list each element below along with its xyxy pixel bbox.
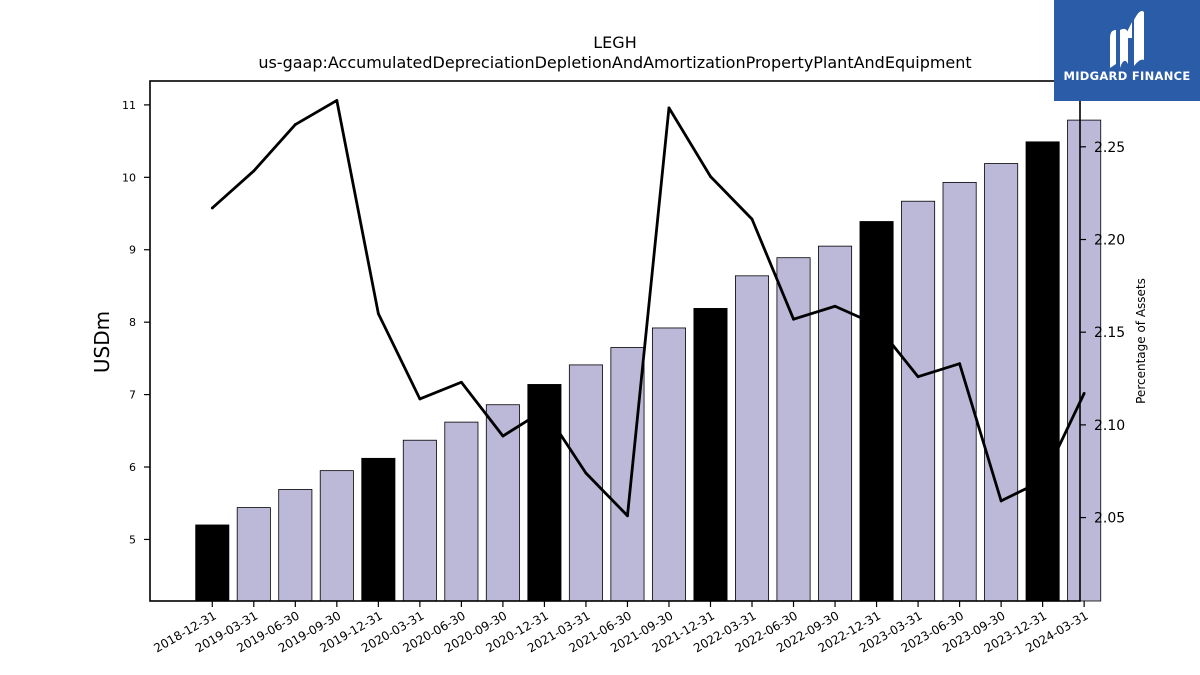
y-tick-label: 8 (129, 316, 136, 329)
line-point (293, 123, 297, 126)
bar (278, 489, 313, 602)
line-point (792, 317, 795, 321)
bar (236, 507, 271, 602)
bar (984, 163, 1019, 602)
line-point (916, 375, 920, 379)
bar (361, 457, 396, 602)
y-tick-label: 10 (122, 171, 136, 184)
y2-tick-label: 2.05 (1094, 511, 1125, 527)
line-series (210, 99, 1086, 518)
line-point (584, 471, 588, 475)
line-point (833, 304, 837, 308)
line-point (459, 380, 463, 384)
line-point (667, 106, 671, 110)
line-point (501, 434, 505, 438)
y2-tick-label: 2.15 (1094, 325, 1125, 341)
bar (195, 524, 230, 602)
line-point (376, 312, 380, 316)
line-point (210, 206, 214, 210)
bar (1067, 119, 1102, 602)
line-point (999, 499, 1003, 503)
chart-subtitle: us-gaap:AccumulatedDepreciationDepletion… (258, 53, 971, 72)
y2-axis-label: Percentage of Assets (1134, 278, 1148, 404)
y-tick-label: 5 (129, 533, 136, 546)
logo-text: MIDGARD FINANCE (1063, 69, 1191, 83)
line-point (252, 169, 256, 173)
bar (402, 439, 437, 602)
percentage-line (211, 99, 1086, 518)
bar (901, 200, 936, 602)
line-point (750, 217, 754, 221)
y-tick-label: 9 (129, 244, 136, 257)
line-point (335, 99, 339, 102)
bar (693, 308, 728, 602)
bar (651, 327, 686, 602)
y2-tick-label: 2.10 (1094, 418, 1125, 434)
bar (527, 384, 562, 602)
midgard-finance-logo: MIDGARD FINANCE (1054, 0, 1200, 101)
midgard-m-icon (1110, 11, 1144, 68)
line-point (418, 397, 422, 401)
bar (610, 347, 645, 602)
bar (818, 245, 853, 602)
bar-series (195, 119, 1102, 602)
bar (1025, 141, 1060, 602)
bar (942, 181, 977, 602)
bar (444, 421, 479, 602)
line-point (958, 362, 961, 366)
y-tick-label: 6 (129, 461, 136, 474)
bar (568, 364, 603, 602)
line-point (1082, 391, 1086, 395)
y-axis-label: USDm (90, 311, 114, 373)
line-point (875, 323, 878, 327)
bar (319, 470, 354, 602)
y2-tick-label: 2.25 (1094, 140, 1125, 156)
bar (485, 404, 520, 602)
plot-frame (149, 80, 1081, 602)
bar (735, 275, 770, 602)
line-point (1041, 479, 1045, 482)
y-tick-label: 7 (129, 389, 136, 402)
chart-title: LEGH (593, 33, 636, 52)
y-tick-label: 11 (122, 99, 136, 112)
y2-tick-label: 2.20 (1094, 233, 1125, 249)
line-point (543, 408, 546, 412)
bar (776, 257, 811, 602)
bar (859, 221, 894, 602)
line-point (626, 514, 629, 518)
line-point (709, 175, 712, 178)
